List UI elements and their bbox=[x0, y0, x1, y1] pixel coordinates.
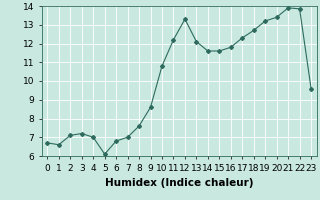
X-axis label: Humidex (Indice chaleur): Humidex (Indice chaleur) bbox=[105, 178, 253, 188]
